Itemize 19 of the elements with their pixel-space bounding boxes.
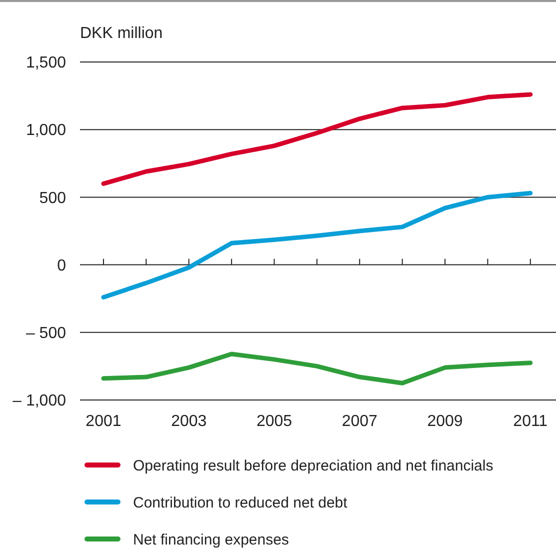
legend-label: Contribution to reduced net debt [133, 494, 348, 512]
line-series [101, 190, 533, 300]
legend-label: Operating result before depreciation and net financials [133, 457, 494, 474]
line-series [101, 352, 533, 386]
legend-label: Net financing expenses [133, 531, 289, 548]
x-tick-label: 2007 [342, 413, 378, 430]
y-tick-label: – 500 [26, 325, 66, 342]
y-tick-label: 1,500 [26, 54, 66, 72]
y-tick-label: 0 [57, 257, 66, 274]
x-tick-label: 2003 [171, 413, 207, 430]
line-series [101, 92, 533, 186]
x-tick-label: 2005 [256, 413, 292, 430]
x-tick-label: 2001 [86, 413, 122, 430]
y-tick-label: – 1,000 [12, 392, 66, 410]
x-tick-label: 2009 [427, 413, 463, 430]
y-tick-label: 500 [39, 190, 66, 207]
y-tick-label: 1,000 [26, 122, 66, 140]
x-tick-label: 2011 [513, 413, 548, 430]
chart-title: DKK million [80, 25, 163, 42]
